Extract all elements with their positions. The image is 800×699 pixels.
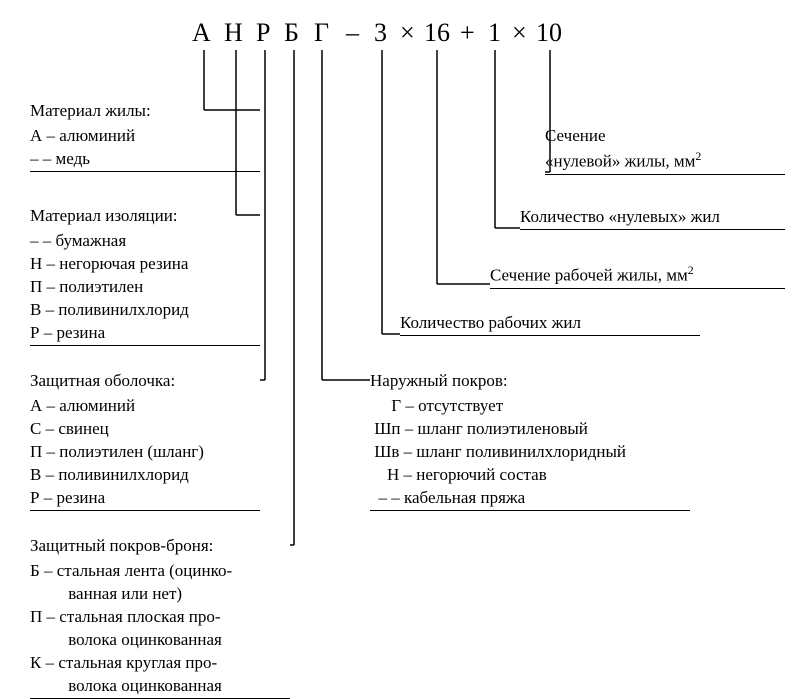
material_izol-item-4: Р – резина <box>30 322 260 345</box>
sech_rab-label: Сечение рабочей жилы, мм2 <box>490 262 785 288</box>
material_izol-item-3: В – поливинилхлорид <box>30 299 260 322</box>
code-char-12: 10 <box>536 18 562 48</box>
zashch_obolochka-item-0: А – алюминий <box>30 395 260 418</box>
naruzh_pokrov-item-2: Шв – шланг поливинилхлоридный <box>370 441 690 464</box>
code-char-8: 16 <box>424 18 450 48</box>
naruzh_pokrov-item-4: – – кабельная пряжа <box>370 487 690 510</box>
zashch_pokrov-item-5: волока оцинкованная <box>30 675 290 698</box>
code-char-7: × <box>400 18 415 48</box>
zashch_obolochka: Защитная оболочка:А – алюминийС – свинец… <box>30 370 260 511</box>
code-char-9: + <box>460 18 475 48</box>
naruzh_pokrov: Наружный покров: Г – отсутствует Шп – шл… <box>370 370 690 511</box>
code-char-5: – <box>346 18 359 48</box>
naruzh_pokrov-item-1: Шп – шланг полиэтиленовый <box>370 418 690 441</box>
material_izol-item-0: – – бумажная <box>30 230 260 253</box>
code-char-1: Н <box>224 18 243 48</box>
zashch_obolochka-title: Защитная оболочка: <box>30 370 260 393</box>
material_izol-title: Материал изоляции: <box>30 205 260 228</box>
kol_null-label: Количество «нулевых» жил <box>520 206 785 229</box>
material_zhily: Материал жилы:А – алюминий– – медь <box>30 100 260 172</box>
sech_rab: Сечение рабочей жилы, мм2 <box>490 262 785 289</box>
material_zhily-item-1: – – медь <box>30 148 260 171</box>
naruzh_pokrov-item-3: Н – негорючий состав <box>370 464 690 487</box>
zashch_pokrov-item-1: ванная или нет) <box>30 583 290 606</box>
material_zhily-title: Материал жилы: <box>30 100 260 123</box>
kol_rab: Количество рабочих жил <box>400 312 700 336</box>
code-char-3: Б <box>284 18 299 48</box>
zashch_pokrov-item-4: К – стальная круглая про- <box>30 652 290 675</box>
zashch_pokrov-item-0: Б – стальная лента (оцинко- <box>30 560 290 583</box>
code-char-2: Р <box>256 18 270 48</box>
zashch_pokrov-item-3: волока оцинкованная <box>30 629 290 652</box>
zashch_obolochka-item-2: П – полиэтилен (шланг) <box>30 441 260 464</box>
material_zhily-item-0: А – алюминий <box>30 125 260 148</box>
naruzh_pokrov-title: Наружный покров: <box>370 370 690 393</box>
code-char-0: А <box>192 18 211 48</box>
material_izol-item-1: Н – негорючая резина <box>30 253 260 276</box>
sech_null-label: Сечение«нулевой» жилы, мм2 <box>545 125 785 174</box>
sech_null: Сечение«нулевой» жилы, мм2 <box>545 125 785 175</box>
zashch_pokrov: Защитный покров-броня:Б – стальная лента… <box>30 535 290 699</box>
zashch_pokrov-title: Защитный покров-броня: <box>30 535 290 558</box>
zashch_obolochka-item-1: С – свинец <box>30 418 260 441</box>
zashch_pokrov-item-2: П – стальная плоская про- <box>30 606 290 629</box>
code-char-6: 3 <box>374 18 387 48</box>
code-char-11: × <box>512 18 527 48</box>
kol_rab-label: Количество рабочих жил <box>400 312 700 335</box>
naruzh_pokrov-item-0: Г – отсутствует <box>370 395 690 418</box>
code-char-10: 1 <box>488 18 501 48</box>
kol_null: Количество «нулевых» жил <box>520 206 785 230</box>
zashch_obolochka-item-4: Р – резина <box>30 487 260 510</box>
code-char-4: Г <box>314 18 329 48</box>
material_izol-item-2: П – полиэтилен <box>30 276 260 299</box>
zashch_obolochka-item-3: В – поливинилхлорид <box>30 464 260 487</box>
material_izol: Материал изоляции:– – бумажнаяН – негорю… <box>30 205 260 346</box>
